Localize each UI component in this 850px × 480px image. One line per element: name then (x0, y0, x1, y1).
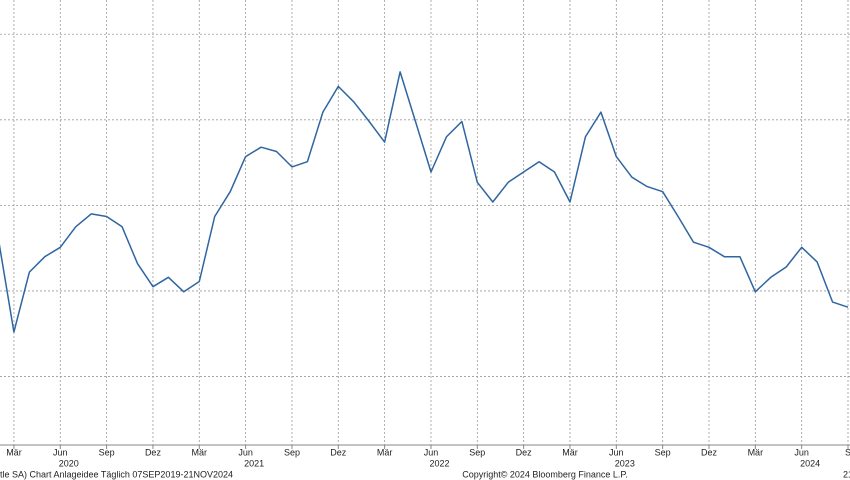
year-label: 2021 (244, 458, 264, 468)
year-label: 2023 (615, 458, 635, 468)
x-tick-label: Sep (469, 447, 485, 457)
x-tick-label: Dez (516, 447, 533, 457)
x-tick-label: Mär (748, 447, 764, 457)
x-tick-label: Jun (609, 447, 624, 457)
x-tick-label: Sep (99, 447, 115, 457)
year-label: 2024 (800, 458, 820, 468)
x-tick-label: Mär (377, 447, 393, 457)
x-tick-label: Mär (562, 447, 578, 457)
footer-left: tle SA) Chart Anlageidee Täglich 07SEP20… (0, 469, 233, 479)
footer-right: 21 (843, 469, 850, 479)
x-tick-label: Jun (794, 447, 809, 457)
x-tick-label: Jun (238, 447, 253, 457)
price-line (0, 71, 849, 333)
x-tick-label: S (845, 447, 850, 457)
x-tick-label: Jun (424, 447, 439, 457)
x-tick-label: Dez (330, 447, 347, 457)
x-tick-label: Dez (701, 447, 718, 457)
year-label: 2022 (429, 458, 449, 468)
year-label: 2020 (59, 458, 79, 468)
x-tick-label: Sep (655, 447, 671, 457)
copyright: Copyright© 2024 Bloomberg Finance L.P. (462, 469, 628, 479)
x-tick-label: Mär (6, 447, 22, 457)
x-tick-label: Mär (192, 447, 208, 457)
x-tick-label: Jun (53, 447, 68, 457)
x-tick-label: Sep (284, 447, 300, 457)
x-tick-label: Dez (145, 447, 162, 457)
